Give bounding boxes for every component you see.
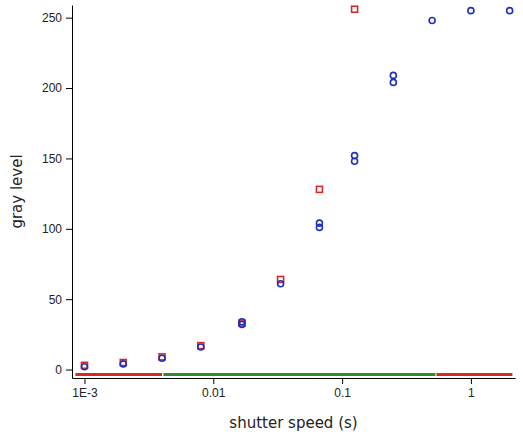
marks — [75, 6, 512, 374]
point — [316, 220, 322, 226]
chart: 1E-3 0.01 0.1 1 0 50 100 150 200 250 shutter speed… — [0, 0, 523, 436]
y-tick-mark — [66, 18, 72, 19]
series-points — [81, 6, 357, 368]
x-tick: 0.1 — [334, 378, 351, 400]
y-tick-label: 50 — [49, 293, 63, 307]
line-segment — [163, 373, 435, 376]
x-axis: 1E-3 0.01 0.1 1 — [72, 378, 515, 400]
point — [120, 361, 126, 367]
y-tick-mark — [66, 370, 72, 371]
point — [159, 355, 165, 361]
x-tick: 0.01 — [202, 378, 226, 400]
x-tick-mark — [342, 378, 343, 384]
x-tick-mark — [84, 378, 85, 384]
point — [352, 153, 358, 159]
point — [390, 72, 396, 78]
point — [390, 79, 396, 85]
point — [81, 364, 87, 370]
y-tick: 150 — [42, 152, 72, 166]
x-axis-line — [73, 378, 516, 379]
plot-area: 1E-3 0.01 0.1 1 0 50 100 150 200 250 — [42, 6, 516, 400]
point — [468, 8, 474, 14]
point — [239, 319, 245, 325]
y-tick-label: 200 — [42, 81, 62, 95]
y-tick: 100 — [42, 222, 72, 236]
line-segment — [436, 373, 512, 376]
point — [429, 17, 435, 23]
y-tick-mark — [66, 299, 72, 300]
x-tick-label: 0.1 — [334, 386, 351, 400]
y-tick-label: 250 — [42, 11, 62, 25]
y-tick-label: 100 — [42, 222, 62, 236]
y-tick: 250 — [42, 11, 72, 25]
y-tick-label: 150 — [42, 152, 62, 166]
x-tick-mark — [471, 378, 472, 384]
y-tick-label: 0 — [55, 363, 62, 377]
point — [507, 8, 513, 14]
y-tick-mark — [66, 229, 72, 230]
point — [278, 281, 284, 287]
y-tick: 0 — [55, 363, 72, 377]
series-points — [81, 8, 512, 370]
point — [198, 344, 204, 350]
x-axis-title: shutter speed (s) — [229, 414, 357, 432]
x-tick: 1E-3 — [72, 378, 98, 400]
y-tick: 50 — [49, 293, 72, 307]
y-axis-title: gray level — [8, 154, 26, 228]
point — [352, 6, 358, 12]
y-tick: 200 — [42, 81, 72, 95]
y-axis-line — [72, 6, 73, 379]
y-tick-mark — [66, 158, 72, 159]
x-tick: 1 — [468, 378, 475, 400]
point — [316, 186, 322, 192]
x-tick-label: 0.01 — [202, 386, 226, 400]
y-axis: 0 50 100 150 200 250 — [42, 6, 73, 379]
x-tick-label: 1 — [468, 386, 475, 400]
x-tick-mark — [213, 378, 214, 384]
y-tick-mark — [66, 88, 72, 89]
x-tick-label: 1E-3 — [72, 386, 98, 400]
line-segment — [75, 373, 162, 376]
